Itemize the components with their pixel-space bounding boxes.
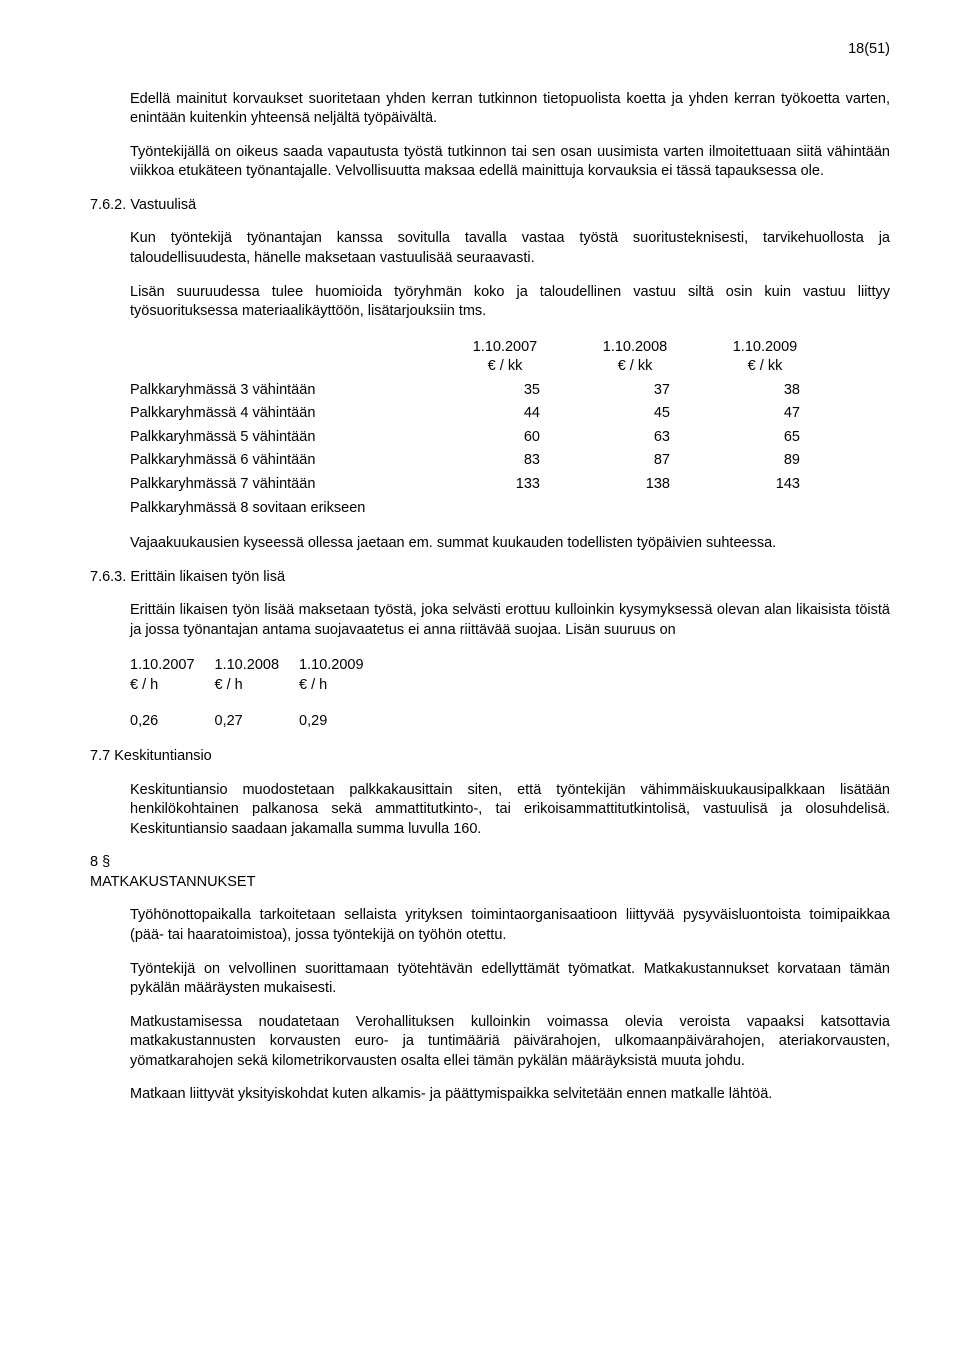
section-heading-77: 7.7 Keskituntiansio bbox=[90, 747, 890, 767]
table-header: 1.10.2007€ / h bbox=[130, 654, 215, 697]
section-heading-8: 8 § MATKAKUSTANNUKSET bbox=[90, 853, 890, 892]
table-header: 1.10.2008€ / h bbox=[215, 654, 300, 697]
paragraph: Kun työntekijä työnantajan kanssa sovitu… bbox=[130, 229, 890, 268]
section-title: Vastuulisä bbox=[130, 197, 196, 213]
paragraph: Keskituntiansio muodostetaan palkkakausi… bbox=[130, 781, 890, 840]
table-row: Palkkaryhmässä 5 vähintään606365 bbox=[130, 426, 830, 450]
table-row: Palkkaryhmässä 8 sovitaan erikseen bbox=[130, 497, 830, 521]
section-title: MATKAKUSTANNUKSET bbox=[90, 874, 255, 890]
table-row: Palkkaryhmässä 4 vähintään444547 bbox=[130, 402, 830, 426]
paragraph: Edellä mainitut korvaukset suoritetaan y… bbox=[130, 90, 890, 129]
paragraph: Vajaakuukausien kyseessä ollessa jaetaan… bbox=[130, 534, 890, 554]
table-header: 1.10.2009€ / h bbox=[299, 654, 384, 697]
table-row: Palkkaryhmässä 6 vähintään838789 bbox=[130, 449, 830, 473]
paragraph: Erittäin likaisen työn lisää maksetaan t… bbox=[130, 601, 890, 640]
paragraph: Matkustamisessa noudatetaan Verohallituk… bbox=[130, 1013, 890, 1072]
paragraph: Työhönottopaikalla tarkoitetaan sellaist… bbox=[130, 906, 890, 945]
table-header: 1.10.2007€ / kk bbox=[440, 336, 570, 379]
table-header-row: 1.10.2007€ / h 1.10.2008€ / h 1.10.2009€… bbox=[130, 654, 384, 697]
table-row: 0,26 0,27 0,29 bbox=[130, 710, 384, 734]
paragraph: Lisän suuruudessa tulee huomioida työryh… bbox=[130, 283, 890, 322]
likaisen-tyon-lisa-table: 1.10.2007€ / h 1.10.2008€ / h 1.10.2009€… bbox=[130, 654, 384, 733]
table-header-row: 1.10.2007€ / kk 1.10.2008€ / kk 1.10.200… bbox=[130, 336, 830, 379]
section-title: Keskituntiansio bbox=[114, 748, 212, 764]
section-number: 7.6.3. bbox=[90, 569, 126, 585]
vastuulisa-table: 1.10.2007€ / kk 1.10.2008€ / kk 1.10.200… bbox=[130, 336, 830, 521]
paragraph: Matkaan liittyvät yksityiskohdat kuten a… bbox=[130, 1085, 890, 1105]
section-number: 7.7 bbox=[90, 748, 110, 764]
section-number: 7.6.2. bbox=[90, 197, 126, 213]
page-number: 18(51) bbox=[90, 40, 890, 60]
section-heading-763: 7.6.3. Erittäin likaisen työn lisä bbox=[90, 568, 890, 588]
table-header: 1.10.2009€ / kk bbox=[700, 336, 830, 379]
table-header: 1.10.2008€ / kk bbox=[570, 336, 700, 379]
paragraph: Työntekijällä on oikeus saada vapautusta… bbox=[130, 143, 890, 182]
table-row: Palkkaryhmässä 3 vähintään353738 bbox=[130, 379, 830, 403]
table-row: Palkkaryhmässä 7 vähintään133138143 bbox=[130, 473, 830, 497]
section-heading-762: 7.6.2. Vastuulisä bbox=[90, 196, 890, 216]
section-number: 8 § bbox=[90, 854, 110, 870]
paragraph: Työntekijä on velvollinen suorittamaan t… bbox=[130, 960, 890, 999]
section-title: Erittäin likaisen työn lisä bbox=[130, 569, 285, 585]
